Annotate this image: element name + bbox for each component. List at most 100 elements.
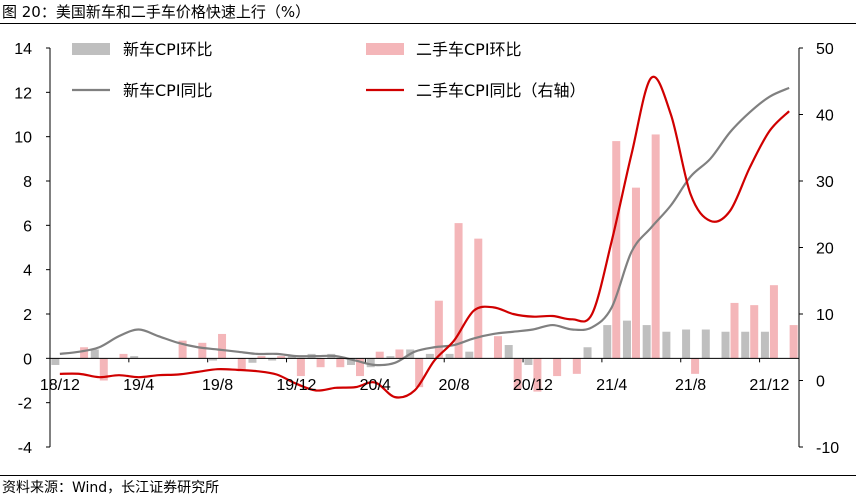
used-mom-bar [198,342,207,359]
legend-swatch-used-mom [366,43,404,55]
used-mom-bar [789,325,798,359]
used-mom-bar [257,356,266,359]
new-mom-bar [760,331,769,359]
new-mom-bar [130,356,139,359]
price-chart: -4 -2 0 2 4 6 8 10 12 14 -10 0 10 20 30 40 50 18/12 19/4 19… [14,40,839,457]
new-mom-bar [662,331,671,359]
used-mom-bar [415,358,424,388]
new-mom-bar [287,356,296,359]
left-tick-label: 14 [14,41,32,58]
used-mom-bar [553,358,562,377]
used-mom-bar [119,353,128,359]
x-tick-label: 19/8 [202,377,233,394]
right-tick-label: -10 [816,440,839,457]
used-mom-bar [80,347,89,359]
new-mom-bar [51,358,60,365]
used-mom-bar [218,333,227,359]
x-tick-label: 20/8 [438,377,469,394]
figure-source: 资料来源：Wind，长江证券研究所 [2,480,220,496]
new-mom-bar [682,329,691,359]
new-mom-bar [603,325,612,359]
used-mom-bar [513,358,522,390]
right-tick-label: 50 [816,41,834,58]
used-mom-bar [178,340,187,359]
used-mom-bar [474,238,483,359]
used-yoy-line [59,75,790,399]
new-mom-bar [642,325,651,359]
left-tick-label: 8 [23,174,32,191]
right-tick-label: 40 [816,108,834,125]
figure-title: 图 20：美国新车和二手车价格快速上行（%） [2,3,311,21]
used-mom-bar [651,134,660,359]
used-mom-bar [493,336,502,359]
x-tick-label: 20/4 [360,377,391,394]
new-mom-bar [504,345,513,359]
new-mom-bar [721,331,730,359]
used-mom-bar [99,358,108,381]
x-tick-label: 19/4 [123,377,154,394]
new-mom-bar [425,353,434,359]
x-tick-label: 21/4 [596,377,627,394]
legend-label-used-yoy: 二手车CPI同比（右轴） [416,81,586,100]
new-mom-bar [701,329,710,359]
left-tick-label: 0 [23,351,32,368]
source-rule [0,475,856,476]
used-mom-bar [769,285,778,359]
title-rule [0,23,856,24]
new-mom-bar [583,347,592,359]
used-mom-bar [631,187,640,359]
used-mom-bar [533,358,542,392]
left-tick-label: 4 [23,263,32,280]
new-mom-bar [209,358,218,361]
new-mom-bar [347,358,356,365]
legend-label-new-mom: 新车CPI环比 [123,40,213,59]
used-mom-bar [237,358,246,370]
used-mom-bar [730,302,739,359]
used-mom-bar [454,223,463,359]
x-tick-label: 20/12 [513,377,553,394]
x-tick-label: 21/8 [675,377,706,394]
legend-label-used-mom: 二手车CPI环比 [416,40,522,59]
used-mom-bar [356,358,365,377]
lines-layer [59,75,790,399]
used-mom-bar [277,356,286,359]
new-mom-bar [90,349,99,359]
bars-layer [51,134,798,392]
x-tick-label: 19/12 [276,377,316,394]
right-tick-label: 0 [816,374,825,391]
x-tick-label: 21/12 [749,377,789,394]
new-mom-bar [465,351,474,359]
used-mom-bar [336,358,345,368]
new-mom-bar [248,358,257,363]
used-mom-bar [296,358,305,377]
new-mom-bar [622,320,631,359]
legend-label-new-yoy: 新车CPI同比 [123,81,213,100]
new-mom-bar [268,358,277,361]
axes-layer: -4 -2 0 2 4 6 8 10 12 14 -10 0 10 20 30 40 50 18/12 19/4 19… [14,41,839,457]
used-mom-bar [316,358,325,368]
used-mom-bar [612,141,621,359]
used-mom-bar [691,358,700,374]
left-tick-label: 12 [14,85,32,102]
new-mom-bar [445,353,454,359]
left-tick-label: 2 [23,307,32,324]
used-mom-bar [395,349,404,359]
new-mom-bar [524,358,533,365]
new-mom-bar [741,331,750,359]
left-tick-label: 6 [23,218,32,235]
new-mom-bar [386,356,395,359]
right-tick-label: 20 [816,241,834,258]
legend-swatch-new-mom [72,43,110,55]
used-mom-bar [750,305,759,359]
used-mom-bar [572,358,581,374]
left-tick-label: 10 [14,130,32,147]
new-mom-bar [366,358,375,368]
right-tick-label: 10 [816,307,834,324]
left-tick-label: -2 [18,396,32,413]
used-mom-bar [375,351,384,359]
used-mom-bar [434,300,443,359]
x-tick-label: 18/12 [40,377,80,394]
left-tick-label: -4 [18,440,32,457]
new-yoy-line [59,86,790,367]
